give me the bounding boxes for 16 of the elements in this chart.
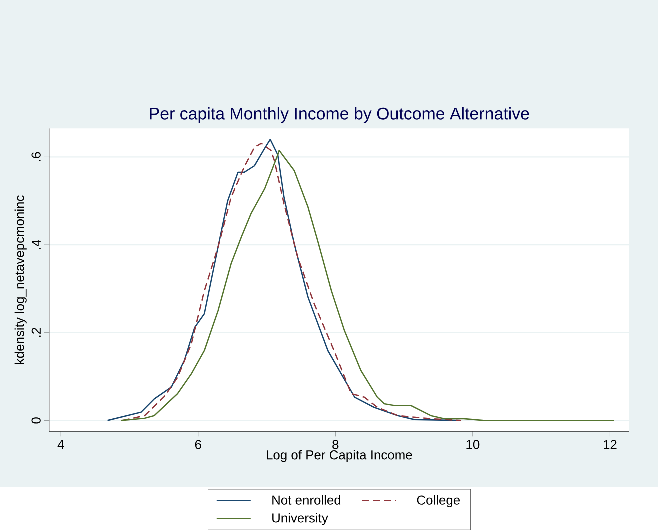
line-series — [120, 150, 615, 422]
x-tick-label: 10 — [466, 440, 480, 450]
x-tick-label: 4 — [58, 440, 64, 449]
legend-label: Not enrolled — [272, 495, 341, 505]
legend-label: College — [417, 495, 460, 508]
x-tick-label: 6 — [195, 440, 202, 450]
legend-label: University — [272, 513, 328, 526]
y-tick-label: .2 — [32, 328, 41, 337]
y-tick-label: .4 — [32, 240, 41, 250]
x-axis-title: Log of Per Capita Income — [267, 450, 412, 462]
y-tick-label: .6 — [32, 152, 41, 162]
y-axis-title: kdensity log_netavepcmoninc — [14, 195, 27, 364]
y-tick-label: 0 — [32, 417, 41, 424]
x-tick-label: 12 — [604, 440, 617, 450]
x-tick-label: 8 — [332, 440, 339, 450]
chart-title: Per capita Monthly Income by Outcome Alternative — [150, 107, 530, 123]
